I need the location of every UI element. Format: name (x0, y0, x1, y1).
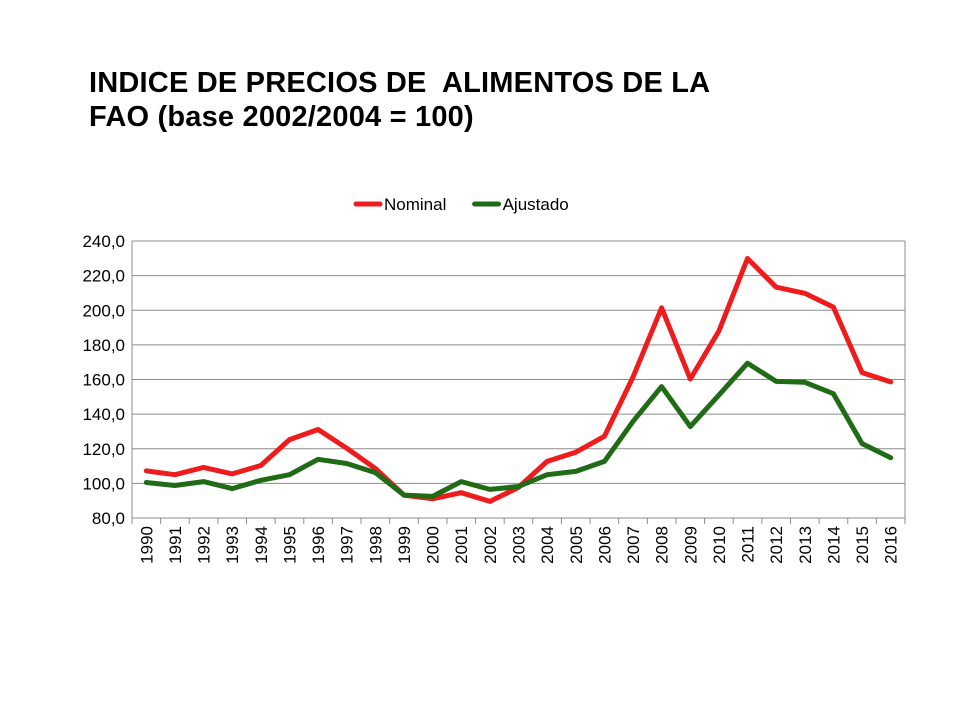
y-tick-label: 180,0 (82, 336, 125, 355)
x-tick-label: 2001 (452, 526, 471, 564)
x-tick-label: 1993 (223, 526, 242, 564)
y-tick-label: 140,0 (82, 405, 125, 424)
x-tick-label: 1990 (137, 526, 156, 564)
series-line-ajustado (143, 360, 894, 499)
x-tick-label: 1995 (280, 526, 299, 564)
x-tick-label: 2008 (653, 526, 672, 564)
x-tick-label: 2011 (739, 526, 758, 563)
x-tick-label: 1994 (252, 526, 271, 564)
x-tick-label: 2015 (853, 526, 872, 564)
y-tick-label: 120,0 (82, 440, 125, 459)
chart-legend: Nominal Ajustado (353, 195, 569, 214)
x-tick-label: 2014 (824, 526, 843, 564)
y-tick-label: 80,0 (92, 509, 125, 528)
x-tick-label: 2007 (624, 526, 643, 564)
title-line-1: INDICE DE PRECIOS DE ALIMENTOS DE LA (89, 67, 711, 99)
chart-gridlines (132, 240, 905, 519)
chart-series (143, 256, 894, 504)
x-tick-label: 2002 (481, 526, 500, 564)
y-tick-label: 220,0 (82, 267, 125, 286)
x-tick-label: 2016 (882, 526, 901, 564)
title-line-2: FAO (base 2002/2004 = 100) (89, 101, 474, 133)
x-tick-label: 2013 (796, 526, 815, 564)
y-tick-label: 240,0 (82, 232, 125, 251)
x-tick-label: 1996 (309, 526, 328, 564)
x-tick-label: 1991 (166, 526, 185, 564)
legend-label-ajustado: Ajustado (503, 195, 569, 214)
x-tick-label: 1992 (195, 526, 214, 564)
x-tick-label: 2009 (681, 526, 700, 564)
x-tick-label: 2012 (767, 526, 786, 564)
x-tick-label: 2010 (710, 526, 729, 564)
y-axis-ticks: 80,0 100,0 120,0 140,0 160,0 180,0 200,0 220,0 2… (82, 232, 125, 528)
x-tick-label: 1998 (366, 526, 385, 564)
y-tick-label: 100,0 (82, 474, 125, 493)
x-tick-label: 1997 (338, 526, 357, 564)
x-tick-label: 2003 (510, 526, 529, 564)
x-tick-label: 1999 (395, 526, 414, 564)
y-tick-label: 200,0 (82, 301, 125, 320)
y-tick-label: 160,0 (82, 371, 125, 390)
page-title: INDICE DE PRECIOS DE ALIMENTOS DE LA FAO… (89, 66, 889, 134)
x-tick-label: 2006 (595, 526, 614, 564)
x-tick-label: 2005 (567, 526, 586, 564)
x-axis: 1990 1991 1992 1993 1994 1995 1996 1997 1998 1999… (131, 241, 906, 564)
legend-label-nominal: Nominal (384, 195, 446, 214)
x-tick-label: 2000 (424, 526, 443, 564)
x-tick-label: 2004 (538, 526, 557, 564)
